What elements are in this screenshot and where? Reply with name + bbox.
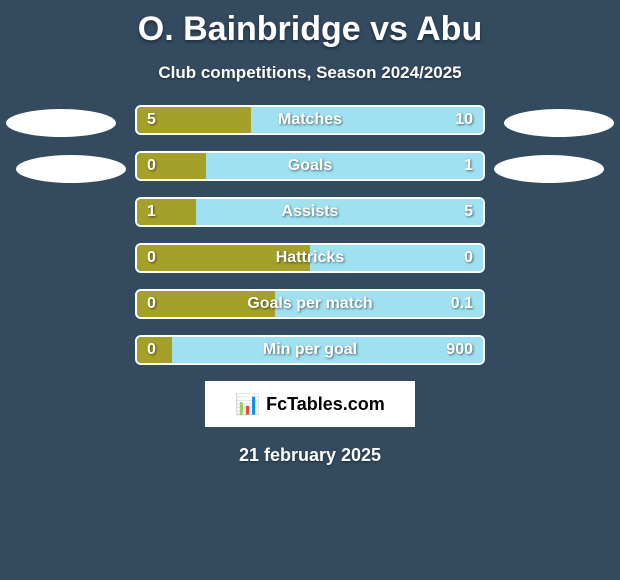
stat-bar: 510Matches bbox=[135, 105, 485, 135]
stat-bar: 01Goals bbox=[135, 151, 485, 181]
page-title: O. Bainbridge vs Abu bbox=[0, 0, 620, 49]
date-text: 21 february 2025 bbox=[0, 445, 620, 466]
player-right-shadow-2 bbox=[494, 155, 604, 183]
logo-text: FcTables.com bbox=[266, 394, 385, 415]
stat-label: Goals per match bbox=[137, 291, 483, 317]
stat-label: Min per goal bbox=[137, 337, 483, 363]
stat-label: Matches bbox=[137, 107, 483, 133]
comparison-area: 510Matches 01Goals 15Assists 00Hattricks 00.… bbox=[0, 105, 620, 365]
page-subtitle: Club competitions, Season 2024/2025 bbox=[0, 63, 620, 83]
stat-label: Hattricks bbox=[137, 245, 483, 271]
stat-bar: 15Assists bbox=[135, 197, 485, 227]
stat-label: Assists bbox=[137, 199, 483, 225]
player-left-shadow-1 bbox=[6, 109, 116, 137]
stat-label: Goals bbox=[137, 153, 483, 179]
stat-bar: 00Hattricks bbox=[135, 243, 485, 273]
bars-container: 510Matches 01Goals 15Assists 00Hattricks 00.… bbox=[135, 105, 485, 365]
chart-icon: 📊 bbox=[235, 392, 260, 417]
logo-box: 📊 FcTables.com bbox=[205, 381, 415, 427]
player-left-shadow-2 bbox=[16, 155, 126, 183]
stat-bar: 00.1Goals per match bbox=[135, 289, 485, 319]
player-right-shadow-1 bbox=[504, 109, 614, 137]
stat-bar: 0900Min per goal bbox=[135, 335, 485, 365]
